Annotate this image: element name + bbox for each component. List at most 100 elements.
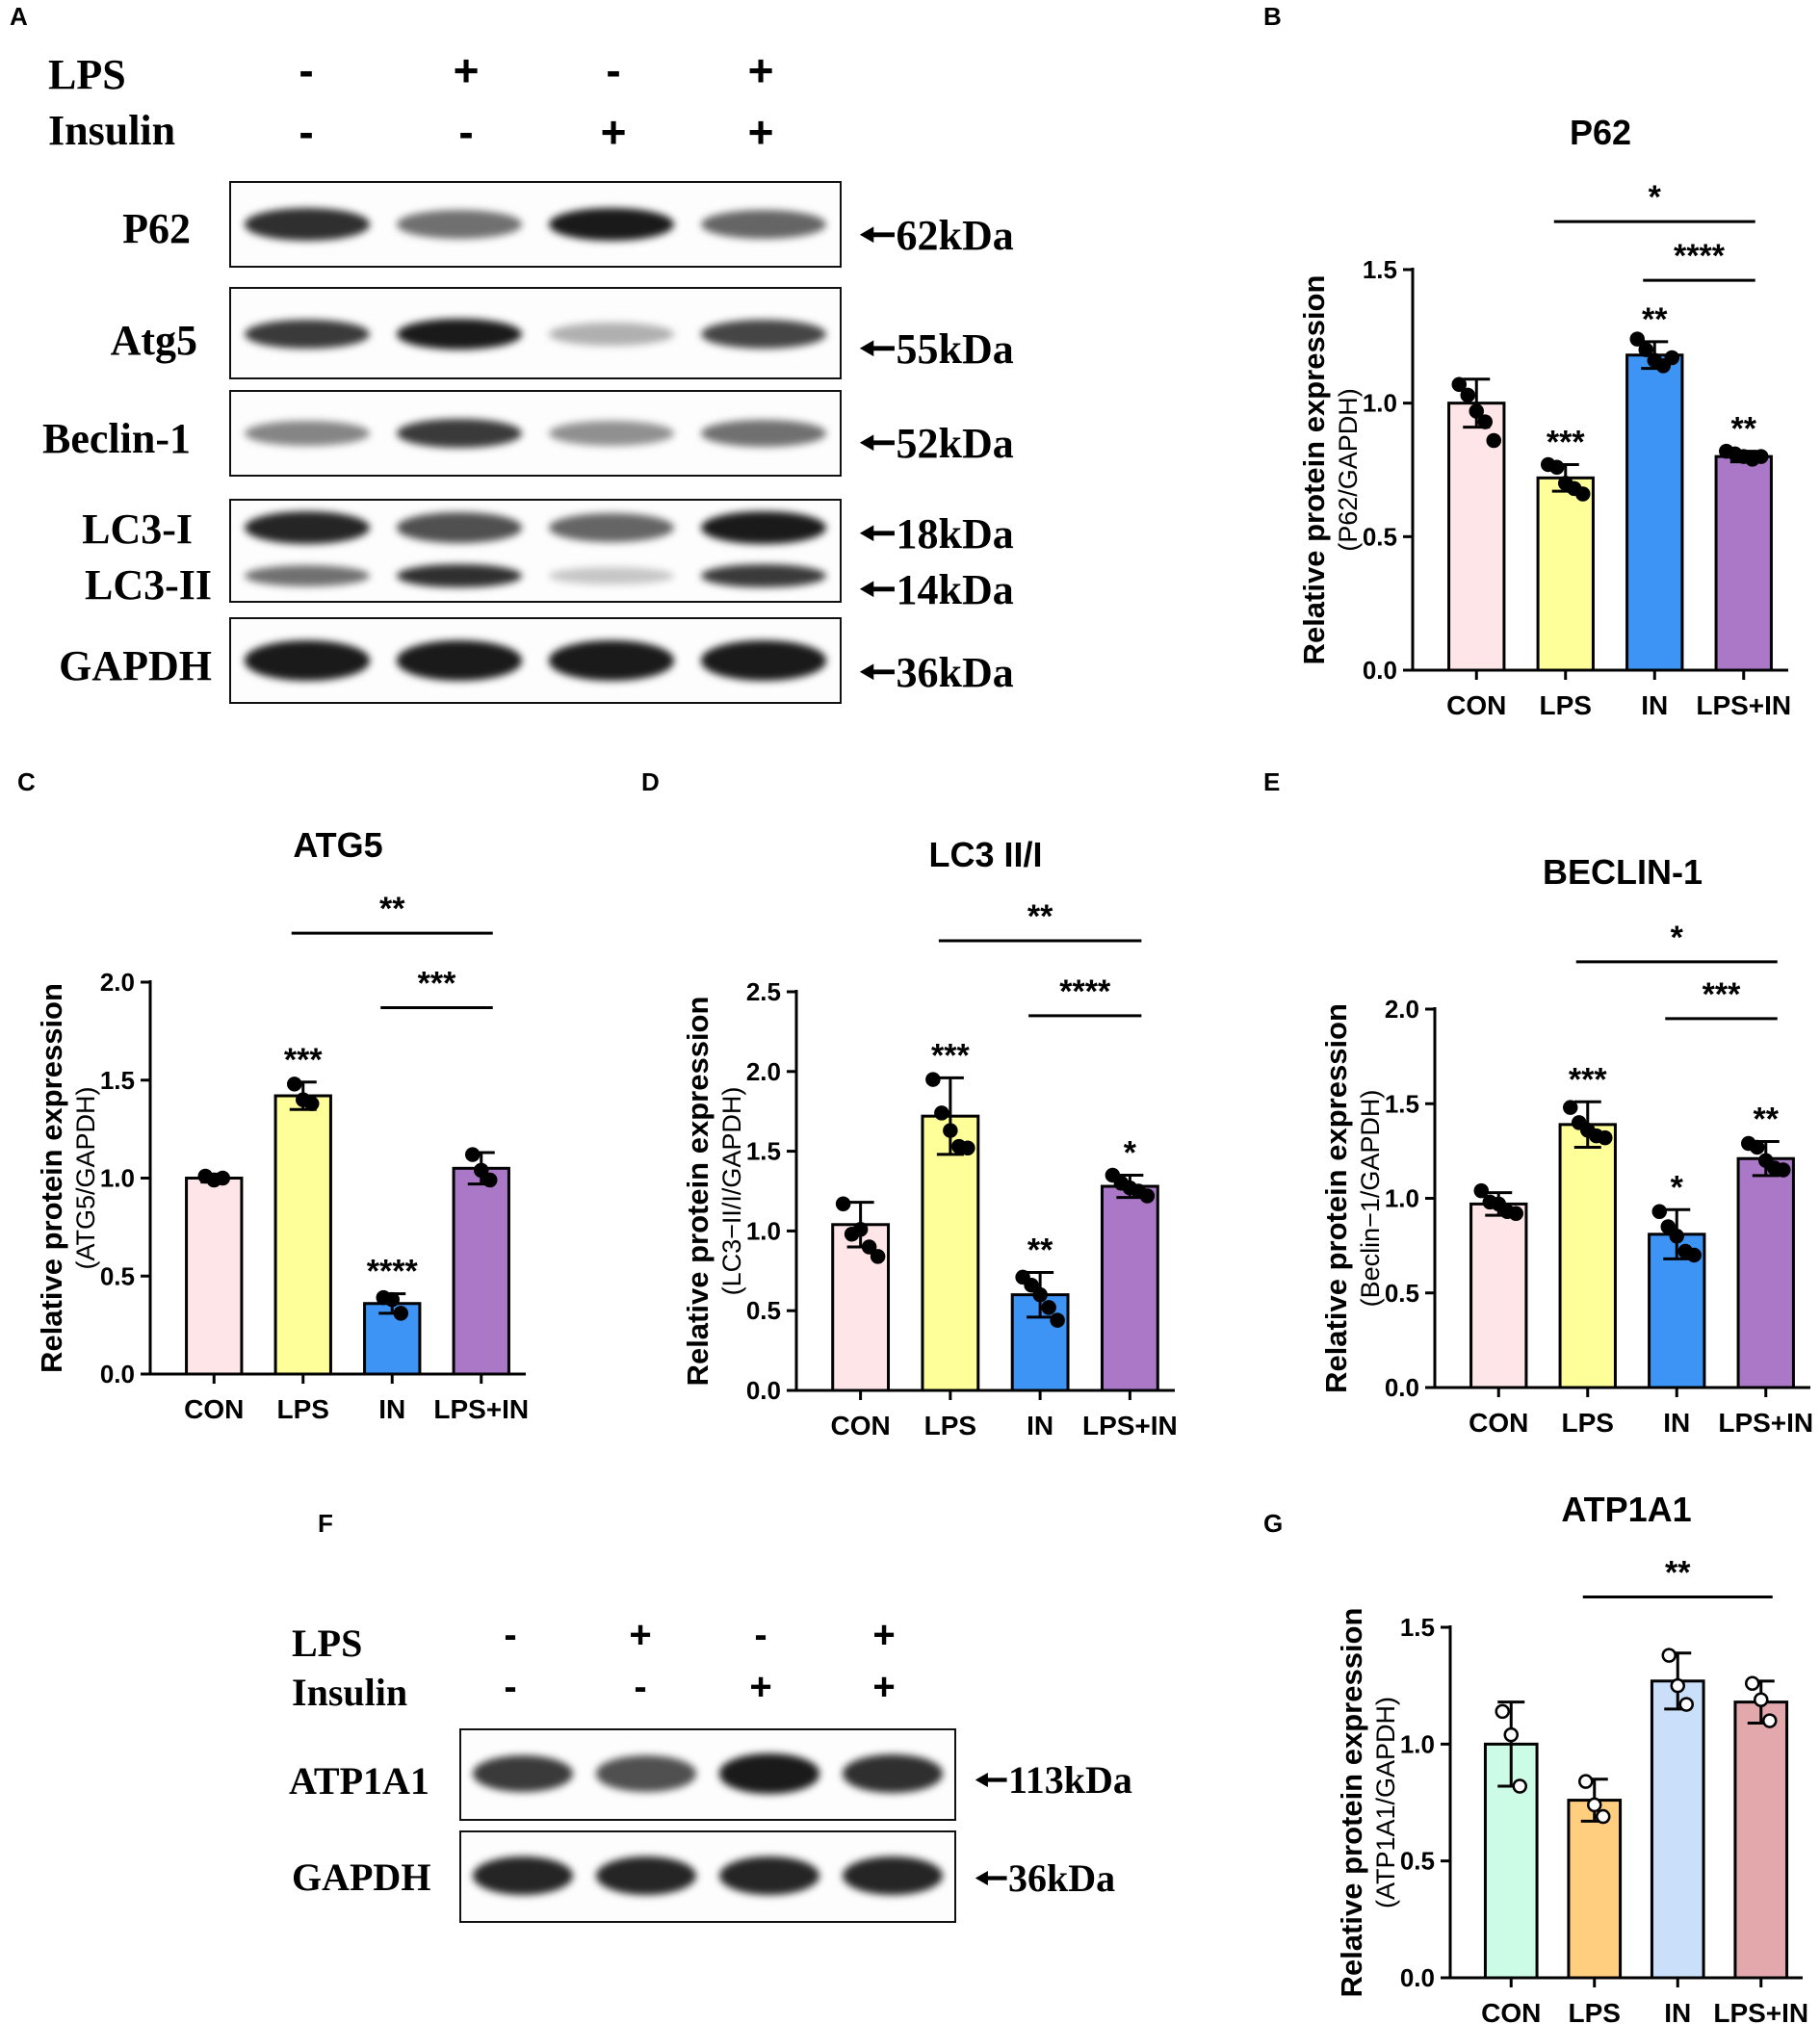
sign: + <box>747 107 774 157</box>
y-tick-label: 1.0 <box>1385 1184 1419 1213</box>
data-point <box>1664 350 1679 366</box>
bar <box>1625 353 1684 672</box>
sign: + <box>872 1614 896 1656</box>
blot-strip-p62 <box>229 181 842 268</box>
data-point <box>1776 1162 1791 1178</box>
bar <box>1567 1799 1623 1980</box>
sign: + <box>629 1614 652 1656</box>
blot-strip-atg5 <box>229 287 842 379</box>
data-point <box>1670 1677 1685 1694</box>
significance-label: ** <box>1754 1102 1780 1138</box>
blot-band <box>245 208 370 241</box>
bracket-label: * <box>1649 179 1662 216</box>
blot-band <box>549 421 674 446</box>
data-point <box>1638 342 1653 357</box>
chart-title: P62 <box>1570 113 1631 152</box>
data-point <box>1567 480 1582 497</box>
western-blot-a: LPS Insulin - + - + - - + + P62 🠔62kDa A… <box>0 0 1059 713</box>
blot-band <box>595 1855 697 1896</box>
x-tick-label: CON <box>1469 1408 1528 1438</box>
x-tick-label: IN <box>1641 690 1668 720</box>
data-point <box>1451 376 1467 393</box>
data-point <box>1495 1703 1510 1720</box>
data-point <box>1660 1219 1676 1234</box>
sign: + <box>747 45 774 95</box>
data-point <box>1508 1206 1523 1221</box>
x-tick-label: LPS <box>1569 1998 1621 2024</box>
y-axis-label: Relative protein expression <box>1335 1608 1368 1998</box>
bracket-label: **** <box>1674 238 1726 274</box>
data-point <box>1512 1778 1527 1794</box>
data-point <box>1661 1648 1677 1663</box>
significance-label: ** <box>1731 411 1757 448</box>
sign: + <box>872 1666 896 1708</box>
bracket-label: ** <box>1665 1554 1691 1591</box>
kda-marker-55: 🠔55kDa <box>859 325 1014 373</box>
kda-label: 55kDa <box>896 325 1014 373</box>
kda-marker-14: 🠔14kDa <box>859 566 1014 613</box>
sign: + <box>600 107 627 157</box>
treatment-label-insulin: Insulin <box>48 107 176 154</box>
blot-band <box>701 563 826 588</box>
x-tick-label: CON <box>1446 690 1506 720</box>
blot-band <box>397 418 522 449</box>
protein-label-atg5: Atg5 <box>110 317 197 364</box>
blot-band <box>549 640 674 681</box>
y-tick-label: 1.0 <box>1363 389 1397 418</box>
x-tick-label: LPS <box>1540 690 1592 720</box>
kda-marker-36: 🠔36kDa <box>975 1856 1116 1900</box>
y-axis-label: Relative protein expression <box>1297 275 1331 665</box>
treatment-label-insulin: Insulin <box>292 1671 408 1714</box>
sign: - <box>606 45 621 95</box>
kda-label: 18kDa <box>896 510 1014 558</box>
data-point <box>1469 403 1484 419</box>
blot-band <box>397 640 522 681</box>
bar <box>1447 402 1506 672</box>
x-tick-label: LPS <box>1562 1408 1614 1438</box>
blot-band <box>245 420 370 447</box>
data-point <box>1736 449 1752 464</box>
bracket-label: *** <box>1703 976 1741 1013</box>
bar <box>1714 454 1773 672</box>
panel-letter-d: D <box>641 767 660 796</box>
y-tick-label: 1.5 <box>1385 1089 1419 1118</box>
protein-label-atp1a1: ATP1A1 <box>289 1759 429 1803</box>
x-tick-label: CON <box>1481 1998 1541 2024</box>
blot-band <box>718 1753 820 1794</box>
blot-band <box>595 1755 697 1792</box>
blot-band <box>549 323 674 346</box>
kda-label: 62kDa <box>896 212 1014 259</box>
blot-band <box>549 566 674 585</box>
panel-letter-g: G <box>1263 1509 1284 1538</box>
protein-label-lc3-ii: LC3-II <box>84 561 212 609</box>
sign: - <box>299 45 314 95</box>
blot-band <box>549 512 674 543</box>
y-tick-label: 1.0 <box>1400 1729 1435 1758</box>
y-axis-label: Relative protein expression <box>1319 1003 1353 1393</box>
protein-label-gapdh: GAPDH <box>292 1855 431 1899</box>
x-tick-label: IN <box>1663 1408 1690 1438</box>
y-axis-label-sub: (P62/GAPDH) <box>1334 388 1363 552</box>
kda-marker-18: 🠔18kDa <box>859 510 1014 558</box>
data-point <box>1596 1808 1611 1825</box>
y-tick-label: 2.0 <box>1385 995 1419 1024</box>
protein-label-beclin1: Beclin-1 <box>42 415 191 462</box>
blot-band <box>701 640 826 681</box>
x-tick-label: LPS+IN <box>1718 1408 1813 1438</box>
x-tick-label: LPS+IN <box>1713 1998 1808 2024</box>
bar <box>1650 1679 1705 1980</box>
panel-letter-e: E <box>1263 767 1281 796</box>
sign: + <box>453 45 480 95</box>
data-point <box>1503 1726 1519 1743</box>
significance-label: ** <box>1642 301 1668 338</box>
bar <box>1736 1156 1795 1389</box>
bar <box>1536 476 1595 672</box>
data-point <box>1651 1204 1667 1220</box>
blot-strip-gapdh <box>229 617 842 704</box>
y-tick-label: 1.5 <box>1363 255 1397 284</box>
data-point <box>1686 1247 1702 1263</box>
data-point <box>1669 1229 1684 1244</box>
data-point <box>1750 1139 1765 1155</box>
y-axis-label-sub: (Beclin−1/GAPDH) <box>1356 1090 1385 1308</box>
data-point <box>1572 1115 1587 1130</box>
